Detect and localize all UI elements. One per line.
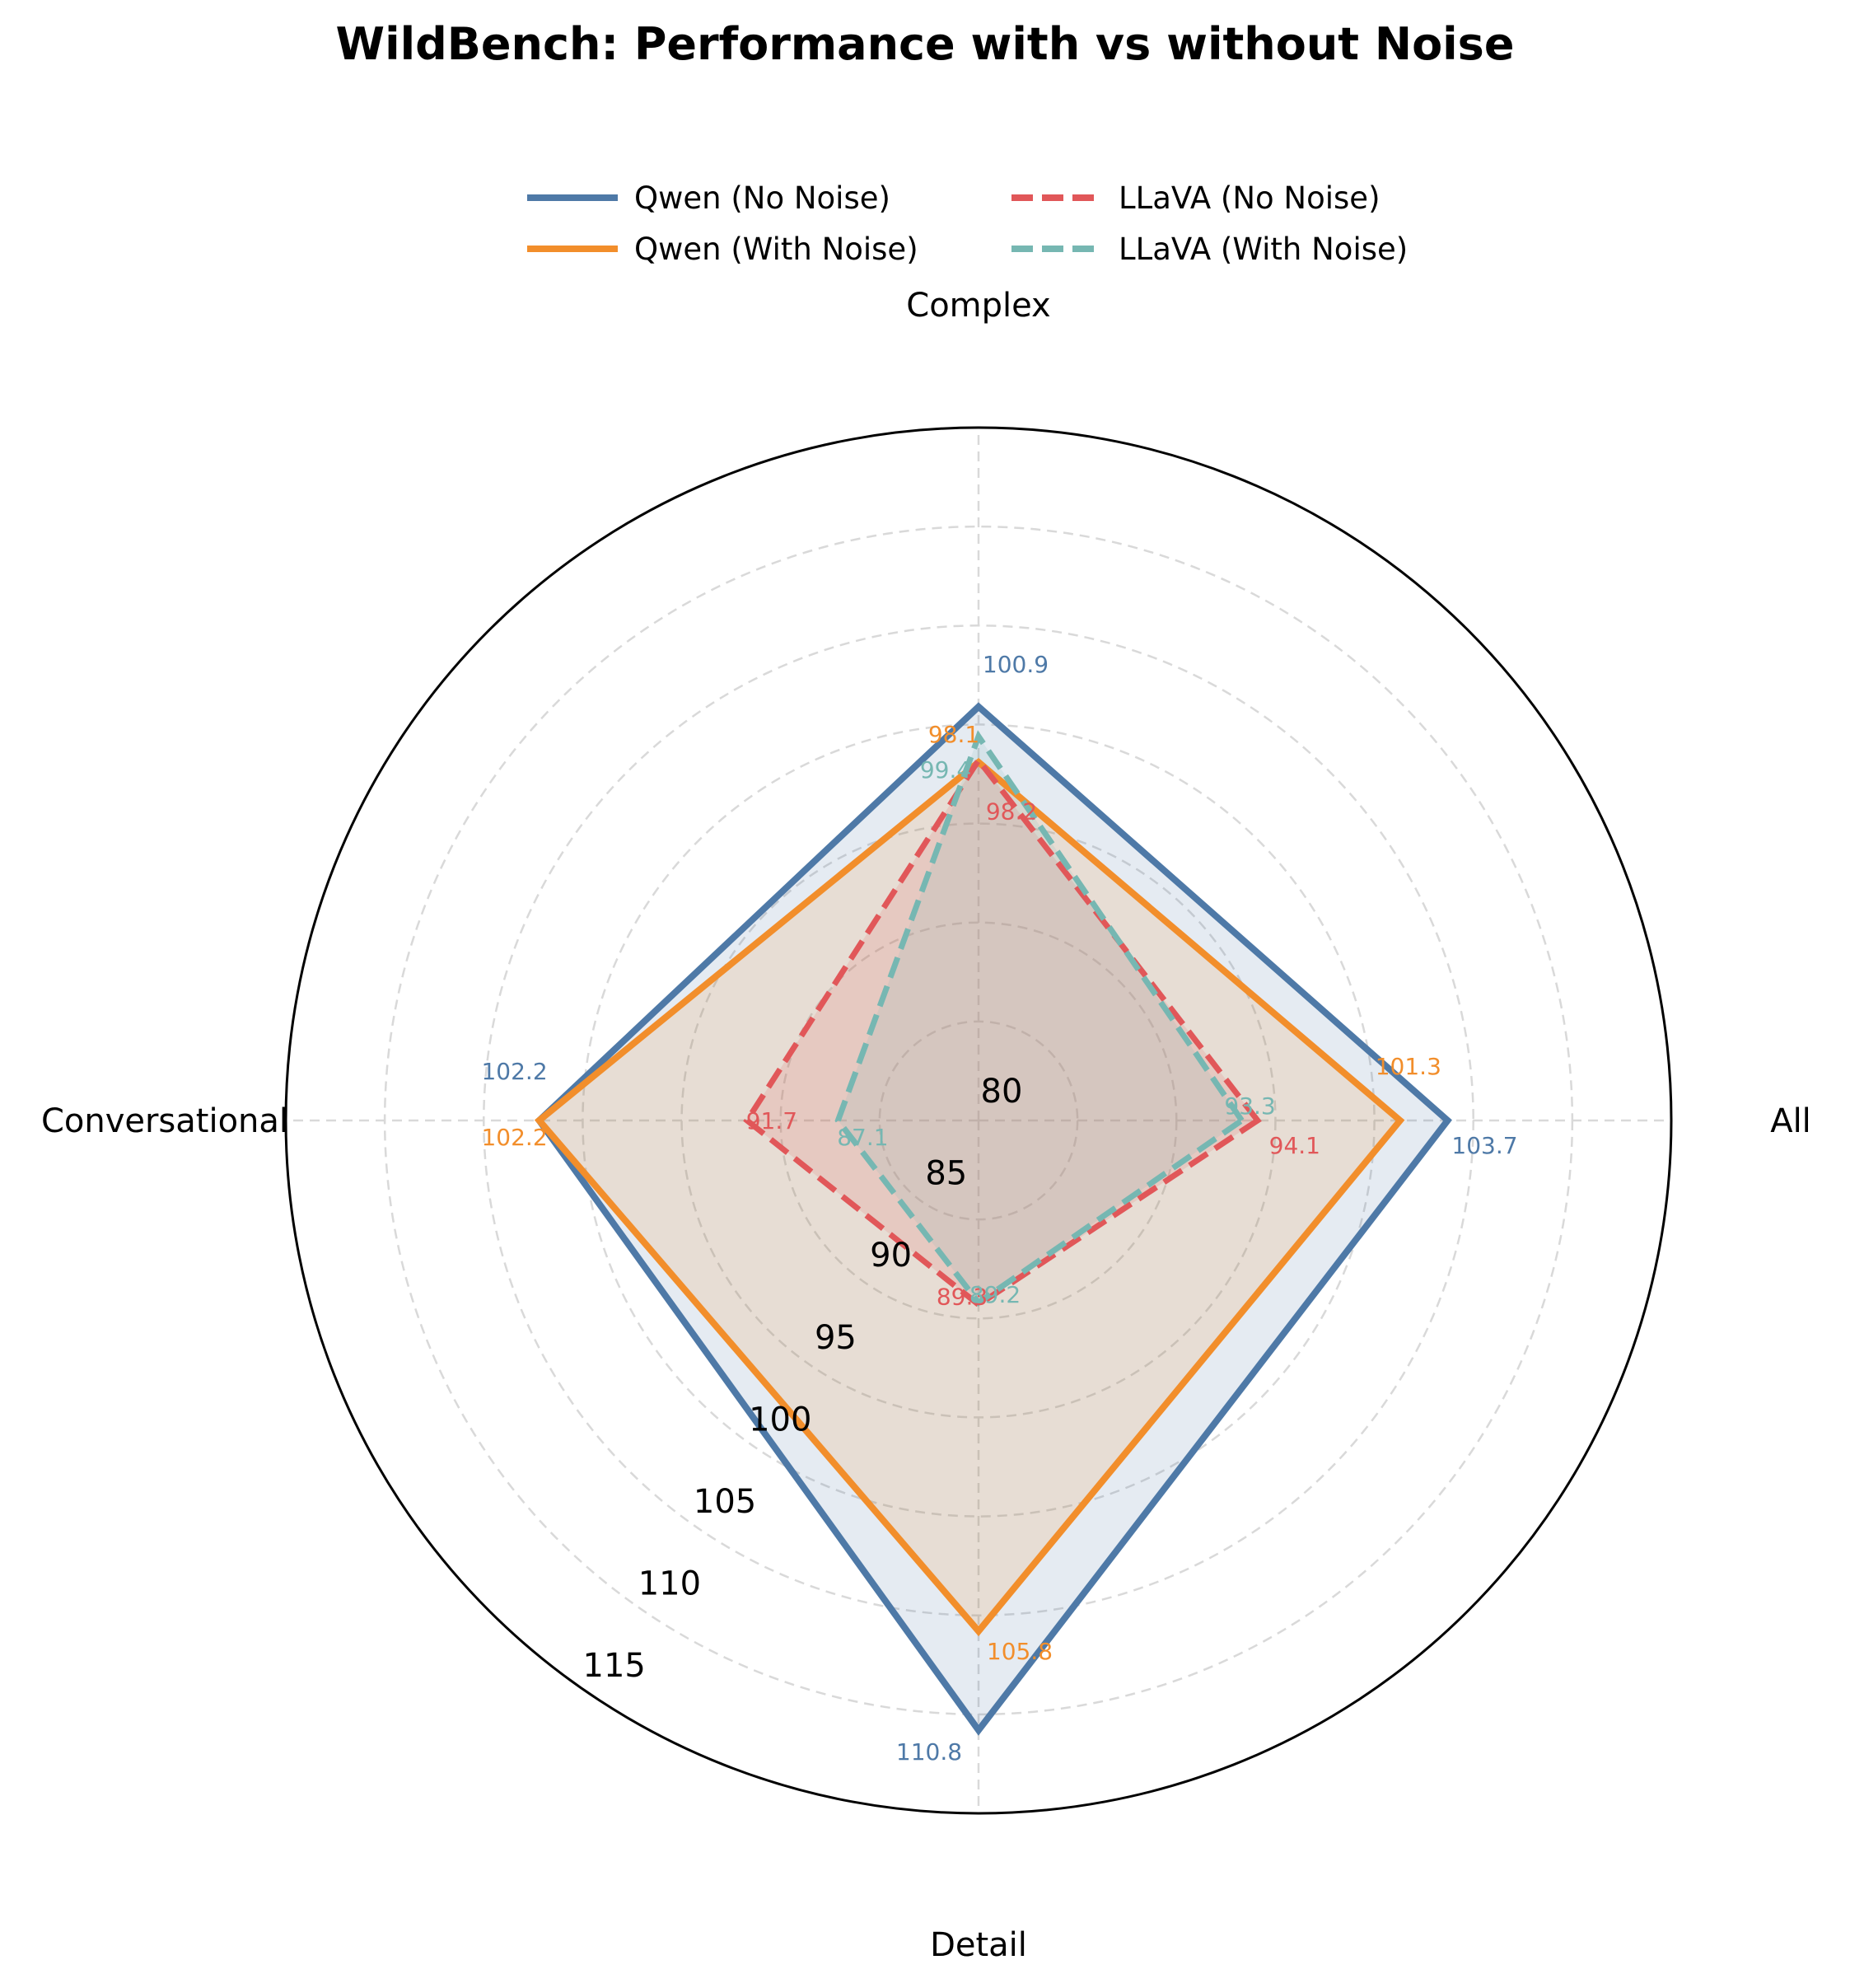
- radial-tick-label: 115: [583, 1647, 646, 1685]
- series-fill: [838, 736, 1242, 1303]
- legend-item: LLaVA (No Noise): [1011, 180, 1380, 216]
- series-line: [834, 730, 1246, 1307]
- radial-tick-label: 80: [981, 1073, 1023, 1111]
- category-label-complex: Complex: [906, 287, 1050, 325]
- category-label-all: All: [1770, 1102, 1811, 1140]
- radial-tick-label: 110: [638, 1565, 701, 1603]
- data-label: 103.7: [1451, 1132, 1517, 1159]
- legend-label: LLaVA (With Noise): [1119, 232, 1408, 267]
- data-label: 89.3: [937, 1283, 988, 1310]
- legend-item: Qwen (No Noise): [527, 180, 890, 216]
- data-label: 110.8: [896, 1738, 962, 1766]
- series-line: [743, 755, 1262, 1308]
- grid: [284, 426, 1673, 1815]
- radial-tick-label: 85: [925, 1155, 967, 1193]
- category-label-conversational: Conversational: [41, 1102, 288, 1140]
- radial-tick-label: 95: [815, 1319, 857, 1357]
- legend-label: Qwen (No Noise): [634, 180, 890, 216]
- radial-tick-label: 90: [870, 1237, 912, 1275]
- legend: Qwen (No Noise) Qwen (With Noise) LLaVA (N…: [527, 180, 1408, 267]
- data-label: 101.3: [1376, 1053, 1441, 1080]
- data-label: 102.2: [481, 1058, 547, 1085]
- series-layer: [534, 702, 1452, 1736]
- series-line: [534, 757, 1405, 1637]
- legend-label: LLaVA (No Noise): [1119, 180, 1380, 216]
- chart-title: WildBench: Performance with vs without N…: [336, 18, 1515, 70]
- legend-item: LLaVA (With Noise): [1011, 232, 1408, 267]
- legend-item: Qwen (With Noise): [527, 232, 918, 267]
- radial-tick-label: 100: [749, 1401, 811, 1438]
- data-label: 89.2: [969, 1281, 1021, 1308]
- legend-label: Qwen (With Noise): [634, 232, 918, 267]
- data-label: 100.9: [983, 651, 1049, 678]
- labels-layer: 80 85 90 95 100 105 110 115 All Complex Conversati…: [41, 287, 1811, 1964]
- data-label: 105.8: [987, 1638, 1053, 1665]
- data-label: 98.2: [986, 798, 1037, 826]
- data-label: 98.1: [928, 721, 979, 748]
- outer-ring: [284, 426, 1673, 1815]
- data-label: 87.1: [837, 1124, 888, 1151]
- series-fill: [539, 762, 1400, 1631]
- radial-tick-label: 105: [694, 1483, 756, 1521]
- series-fill: [539, 706, 1448, 1731]
- data-label: 91.7: [746, 1107, 797, 1134]
- data-label: 93.3: [1224, 1092, 1275, 1120]
- data-label: 102.2: [481, 1124, 547, 1151]
- category-label-detail: Detail: [930, 1926, 1027, 1964]
- data-label: 99.4: [920, 756, 971, 784]
- data-label: 94.1: [1269, 1132, 1320, 1159]
